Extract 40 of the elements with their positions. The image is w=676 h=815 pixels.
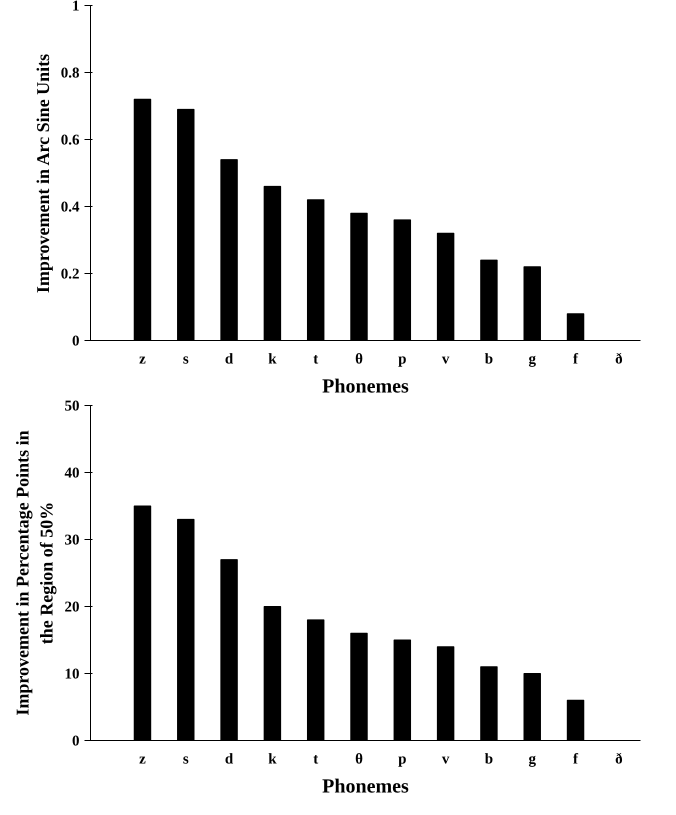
x-tick-label: b xyxy=(484,352,494,368)
x-axis-title: Phonemes xyxy=(322,376,410,398)
y-axis-title: Improvement in Percentage Points in the Region of 50% xyxy=(12,430,56,716)
y-tick-label: 0.6 xyxy=(60,132,80,148)
y-tick-label: 0.8 xyxy=(60,66,80,82)
x-tick-label: θ xyxy=(355,352,364,368)
y-axis-title: Improvement in Arc Sine Units xyxy=(32,54,53,294)
x-tick-label: d xyxy=(224,752,234,768)
y-tick-label: 0.2 xyxy=(60,266,80,282)
x-tick-label: t xyxy=(313,752,318,768)
x-tick-label: g xyxy=(528,752,536,768)
x-tick-label: z xyxy=(139,752,146,768)
x-tick-label: v xyxy=(442,752,450,768)
y-tick-label: 30 xyxy=(64,532,80,548)
x-tick-label: p xyxy=(398,752,406,768)
x-tick-label: d xyxy=(224,352,234,368)
x-tick-label: k xyxy=(268,752,278,768)
x-tick-label: v xyxy=(442,352,450,368)
x-tick-label: ð xyxy=(615,752,623,768)
y-tick-label: 20 xyxy=(64,600,80,616)
x-tick-label: θ xyxy=(355,752,364,768)
x-tick-label: f xyxy=(573,352,580,368)
x-tick-label: z xyxy=(139,352,146,368)
y-tick-label: 0.4 xyxy=(60,200,80,216)
x-tick-label: ð xyxy=(615,352,623,368)
x-tick-label: s xyxy=(182,352,189,368)
y-tick-label: 1 xyxy=(72,0,80,14)
x-tick-label: f xyxy=(573,752,580,768)
x-tick-label: b xyxy=(484,752,494,768)
y-tick-label: 40 xyxy=(64,466,80,482)
x-tick-label: t xyxy=(313,352,318,368)
y-tick-label: 0 xyxy=(72,734,80,750)
x-tick-label: p xyxy=(398,352,406,368)
x-tick-label: s xyxy=(182,752,189,768)
x-axis-title: Phonemes xyxy=(322,776,410,798)
y-tick-label: 0 xyxy=(72,334,80,350)
y-tick-label: 50 xyxy=(64,398,80,414)
y-tick-label: 10 xyxy=(64,666,80,682)
x-tick-label: k xyxy=(268,352,278,368)
x-tick-label: g xyxy=(528,352,536,368)
